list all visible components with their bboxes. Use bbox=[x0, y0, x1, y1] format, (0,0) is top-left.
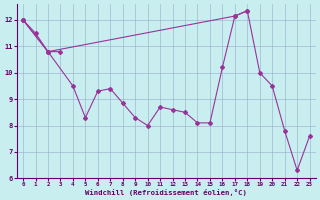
X-axis label: Windchill (Refroidissement éolien,°C): Windchill (Refroidissement éolien,°C) bbox=[85, 189, 247, 196]
